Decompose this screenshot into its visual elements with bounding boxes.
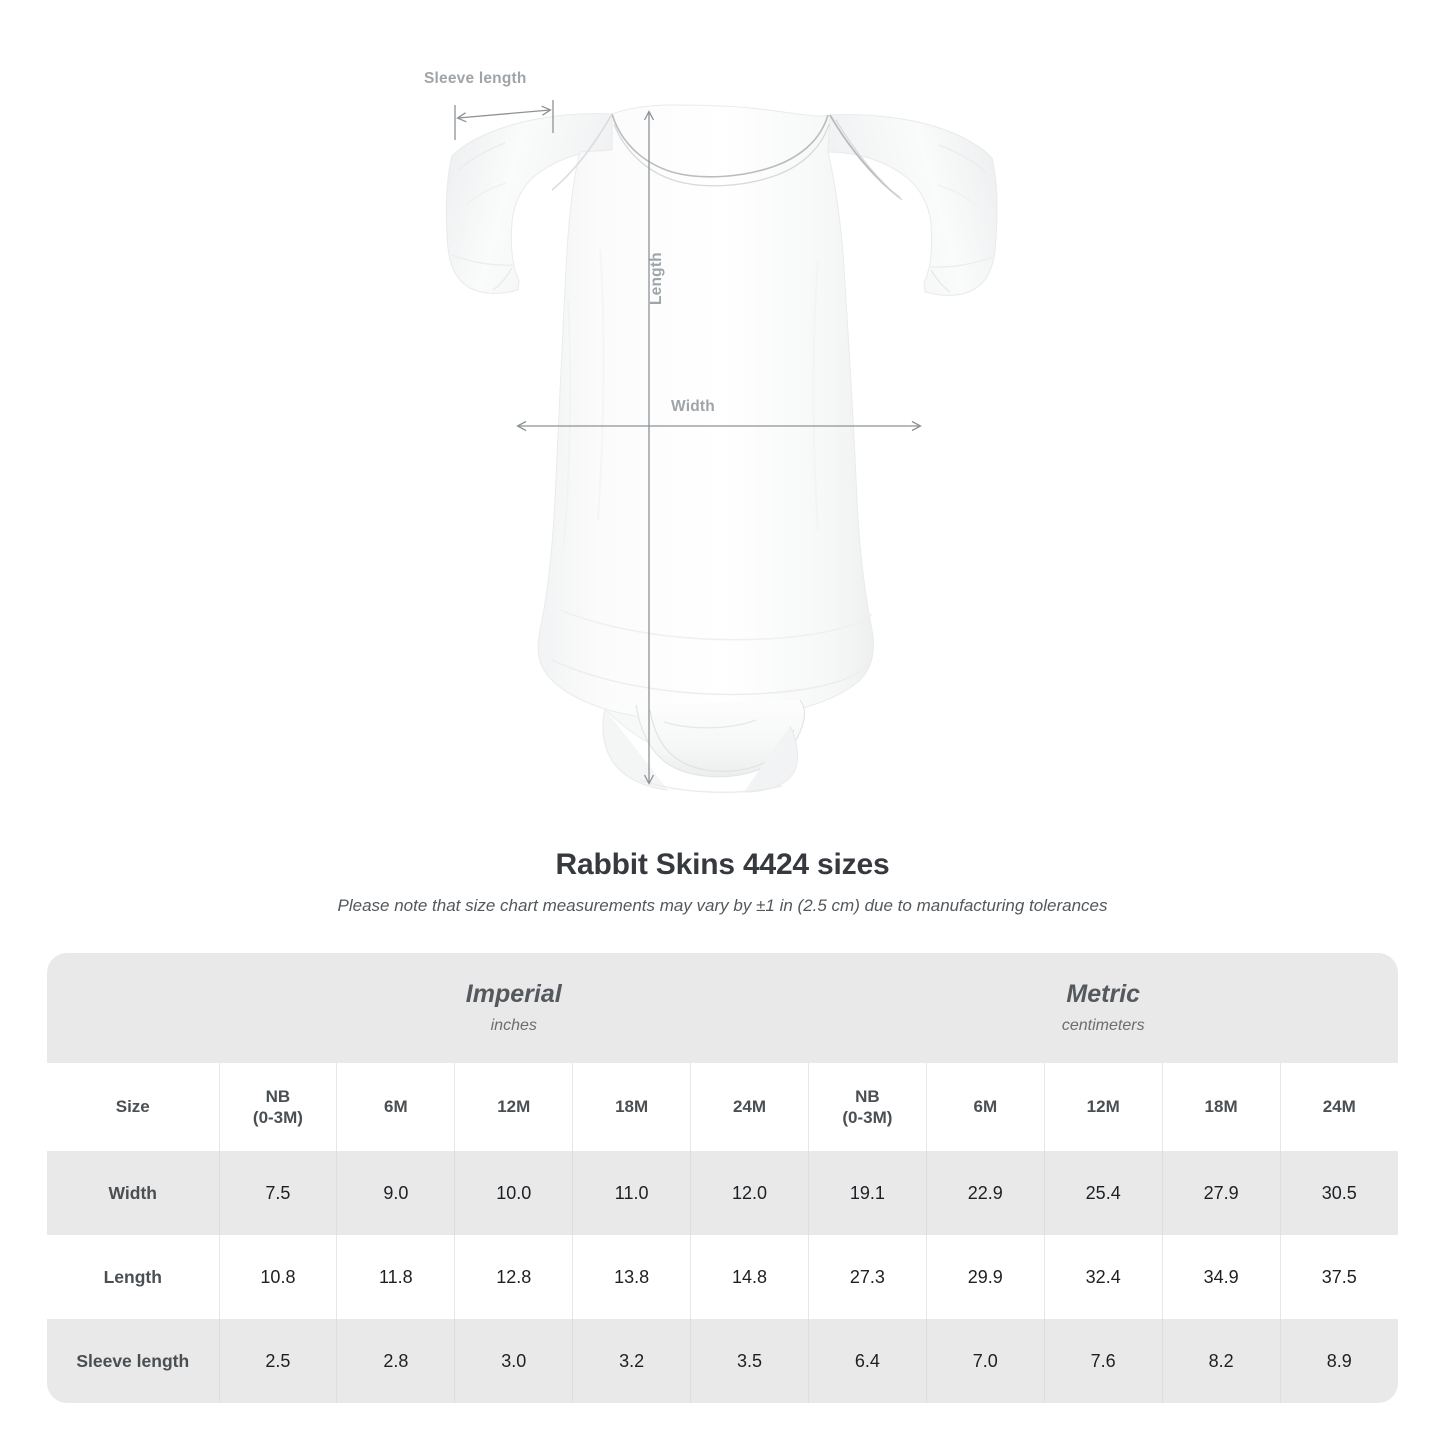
tolerance-note: Please note that size chart measurements…: [337, 895, 1108, 915]
column-header-size: Size: [47, 1063, 220, 1151]
column-header-6m-imperial: 6M: [336, 1063, 456, 1151]
cell-sleeve-18m-cm: 8.2: [1162, 1319, 1281, 1403]
page-title: Rabbit Skins 4424 sizes: [555, 848, 890, 881]
cell-sleeve-18m-in: 3.2: [572, 1319, 692, 1403]
cell-width-6m-in: 9.0: [336, 1151, 456, 1235]
cell-width-12m-in: 10.0: [454, 1151, 574, 1235]
column-header-18m-imperial: 18M: [572, 1063, 692, 1151]
column-header-line2: (0-3M): [252, 1108, 303, 1127]
sleeve-length-arrow: [456, 105, 552, 123]
table-row: Length 10.8 11.8 12.8 13.8 14.8 27.3 29.…: [47, 1235, 1398, 1319]
unit-band-row: Imperial inches Metric centimeters: [47, 953, 1398, 1063]
column-header-line1: NB: [855, 1086, 880, 1106]
cell-width-12m-cm: 25.4: [1044, 1151, 1163, 1235]
cell-length-6m-cm: 29.9: [926, 1235, 1045, 1319]
column-header-12m-imperial: 12M: [454, 1063, 574, 1151]
cell-length-nb-in: 10.8: [219, 1235, 338, 1319]
unit-group-imperial-name: Imperial: [465, 980, 562, 1009]
length-dimension-label: Length: [648, 252, 665, 305]
column-header-24m-imperial: 24M: [690, 1063, 809, 1151]
cell-width-18m-cm: 27.9: [1162, 1151, 1281, 1235]
column-header-nb-metric: NB (0-3M): [808, 1063, 927, 1151]
size-chart-table-wrap: Imperial inches Metric centimeters Size …: [47, 953, 1398, 1403]
cell-length-24m-in: 14.8: [690, 1235, 809, 1319]
column-header-24m-metric: 24M: [1280, 1063, 1398, 1151]
dimension-lines: [454, 100, 922, 785]
cell-sleeve-24m-in: 3.5: [690, 1319, 809, 1403]
row-header-sleeve-length: Sleeve length: [47, 1319, 220, 1403]
unit-group-metric-name: Metric: [1066, 980, 1141, 1009]
cell-length-12m-cm: 32.4: [1044, 1235, 1163, 1319]
width-dimension-label: Width: [671, 398, 715, 415]
cell-sleeve-nb-cm: 6.4: [808, 1319, 927, 1403]
cell-width-nb-in: 7.5: [219, 1151, 338, 1235]
cell-length-6m-in: 11.8: [336, 1235, 456, 1319]
cell-length-18m-cm: 34.9: [1162, 1235, 1281, 1319]
bodysuit-body: [537, 104, 903, 793]
cell-length-18m-in: 13.8: [572, 1235, 692, 1319]
row-header-length: Length: [47, 1235, 220, 1319]
bodysuit-svg: [445, 100, 998, 793]
cell-width-24m-cm: 30.5: [1280, 1151, 1398, 1235]
cell-sleeve-nb-in: 2.5: [219, 1319, 338, 1403]
unit-group-imperial-sub: inches: [490, 1016, 537, 1034]
column-header-line2: (0-3M): [842, 1108, 893, 1127]
unit-band-spacer: [47, 953, 219, 1063]
sleeve-length-dimension-label: Sleeve length: [424, 70, 527, 87]
column-header-18m-metric: 18M: [1162, 1063, 1281, 1151]
cell-width-24m-in: 12.0: [690, 1151, 809, 1235]
cell-length-12m-in: 12.8: [454, 1235, 574, 1319]
cell-sleeve-6m-cm: 7.0: [926, 1319, 1045, 1403]
column-header-line1: NB: [265, 1086, 291, 1106]
cell-width-6m-cm: 22.9: [926, 1151, 1045, 1235]
unit-group-imperial: Imperial inches: [219, 953, 809, 1063]
table-row: Width 7.5 9.0 10.0 11.0 12.0 19.1 22.9 2…: [47, 1151, 1398, 1235]
column-header-nb-imperial: NB (0-3M): [219, 1063, 338, 1151]
table-row: Sleeve length 2.5 2.8 3.0 3.2 3.5 6.4 7.…: [47, 1319, 1398, 1403]
cell-sleeve-24m-cm: 8.9: [1280, 1319, 1398, 1403]
unit-group-metric-sub: centimeters: [1061, 1016, 1145, 1034]
unit-group-metric: Metric centimeters: [808, 953, 1398, 1063]
cell-width-18m-in: 11.0: [572, 1151, 692, 1235]
size-chart-table: Imperial inches Metric centimeters Size …: [47, 953, 1398, 1403]
right-sleeve: [827, 114, 998, 296]
row-header-width: Width: [47, 1151, 220, 1235]
column-header-12m-metric: 12M: [1044, 1063, 1163, 1151]
cell-sleeve-6m-in: 2.8: [336, 1319, 456, 1403]
cell-width-nb-cm: 19.1: [808, 1151, 927, 1235]
size-header-row: Size NB (0-3M) 6M 12M 18M 24M NB (0-3M) …: [47, 1063, 1398, 1151]
garment-illustration: Sleeve length Width Length: [424, 70, 998, 793]
title-block: Rabbit Skins 4424 sizes Please note that…: [0, 846, 1445, 917]
cell-length-24m-cm: 37.5: [1280, 1235, 1398, 1319]
cell-sleeve-12m-cm: 7.6: [1044, 1319, 1163, 1403]
cell-length-nb-cm: 27.3: [808, 1235, 927, 1319]
cell-sleeve-12m-in: 3.0: [454, 1319, 574, 1403]
column-header-6m-metric: 6M: [926, 1063, 1045, 1151]
